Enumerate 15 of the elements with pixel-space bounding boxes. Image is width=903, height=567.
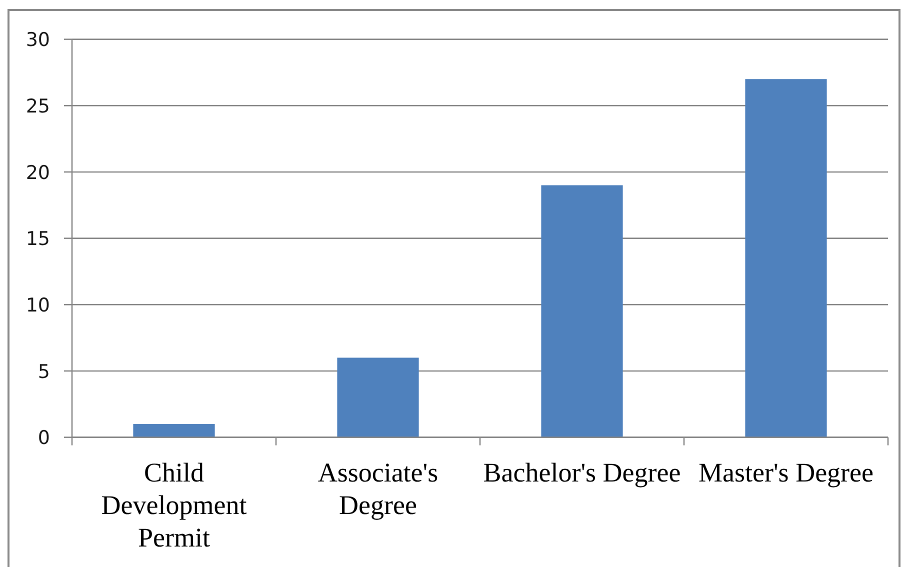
y-tick-label: 0 — [38, 427, 50, 450]
y-tick-label: 10 — [26, 294, 50, 316]
y-tick-label: 25 — [26, 95, 50, 118]
bar — [745, 79, 827, 438]
x-tick-label: Bachelor's Degree — [483, 457, 681, 488]
x-tick-label: Child Development Permit — [101, 457, 248, 552]
y-tick-label: 30 — [26, 29, 50, 52]
bar — [337, 358, 419, 438]
y-tick-label: 5 — [38, 360, 50, 383]
bar — [133, 424, 215, 438]
x-tick-label: Master's Degree — [698, 457, 874, 488]
y-tick-label: 15 — [26, 228, 50, 250]
x-tick-label: Associate's Degree — [318, 457, 438, 520]
y-tick-label: 20 — [26, 162, 50, 184]
bar — [541, 185, 623, 438]
